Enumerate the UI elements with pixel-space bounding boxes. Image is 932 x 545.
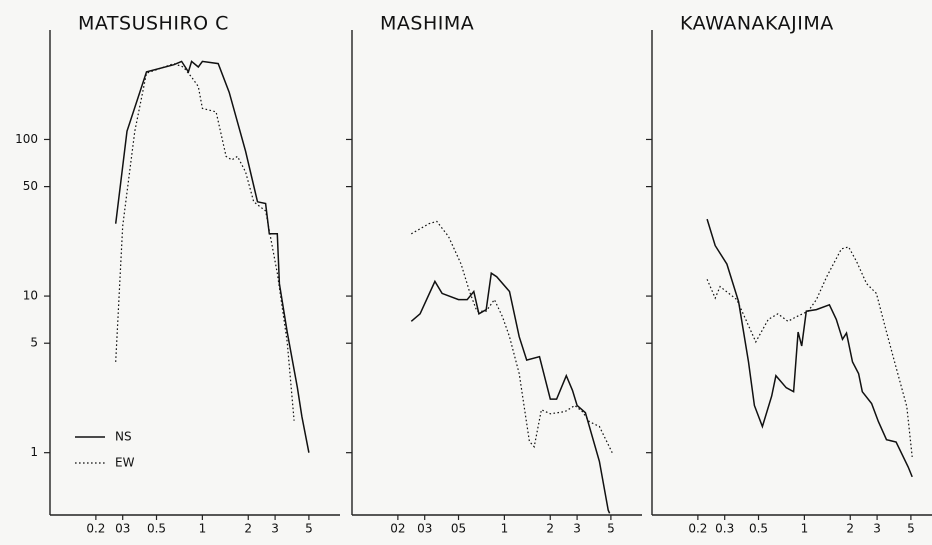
x-tick-label: 0.2 bbox=[688, 522, 707, 536]
series-line bbox=[706, 218, 913, 478]
y-tick-label: 100 bbox=[15, 132, 38, 146]
series-line bbox=[115, 62, 295, 421]
x-tick-label: 1 bbox=[501, 522, 509, 536]
x-tick-label: 02 bbox=[390, 522, 405, 536]
x-tick-label: 0.5 bbox=[749, 522, 768, 536]
y-tick-label: 5 bbox=[30, 336, 38, 350]
x-tick-label: 2 bbox=[546, 522, 554, 536]
x-tick-label: 5 bbox=[907, 522, 915, 536]
x-tick-label: 3 bbox=[573, 522, 581, 536]
series-line bbox=[410, 271, 611, 514]
x-tick-label: 3 bbox=[873, 522, 881, 536]
series-line bbox=[706, 246, 913, 457]
x-tick-label: 5 bbox=[305, 522, 313, 536]
x-tick-label: 2 bbox=[846, 522, 854, 536]
x-tick-label: 03 bbox=[115, 522, 130, 536]
x-tick-label: 0.5 bbox=[147, 522, 166, 536]
x-tick-label: 0.2 bbox=[86, 522, 105, 536]
series-line bbox=[411, 220, 613, 453]
legend-label: EW bbox=[115, 456, 135, 470]
x-tick-label: 1 bbox=[801, 522, 809, 536]
x-tick-label: 3 bbox=[271, 522, 279, 536]
x-tick-label: 03 bbox=[417, 522, 432, 536]
x-tick-label: 05 bbox=[451, 522, 466, 536]
x-tick-label: 2 bbox=[244, 522, 252, 536]
chart-title: MASHIMA bbox=[380, 13, 474, 35]
chart-title: KAWANAKAJIMA bbox=[680, 13, 834, 35]
y-tick-label: 50 bbox=[23, 179, 38, 193]
x-tick-label: 1 bbox=[199, 522, 207, 536]
x-tick-label: 0.3 bbox=[715, 522, 734, 536]
chart-title: MATSUSHIRO C bbox=[78, 13, 229, 35]
legend-label: NS bbox=[115, 430, 132, 444]
series-line bbox=[114, 60, 310, 453]
y-tick-label: 1 bbox=[30, 445, 38, 459]
y-tick-label: 10 bbox=[23, 289, 38, 303]
x-tick-label: 5 bbox=[607, 522, 615, 536]
